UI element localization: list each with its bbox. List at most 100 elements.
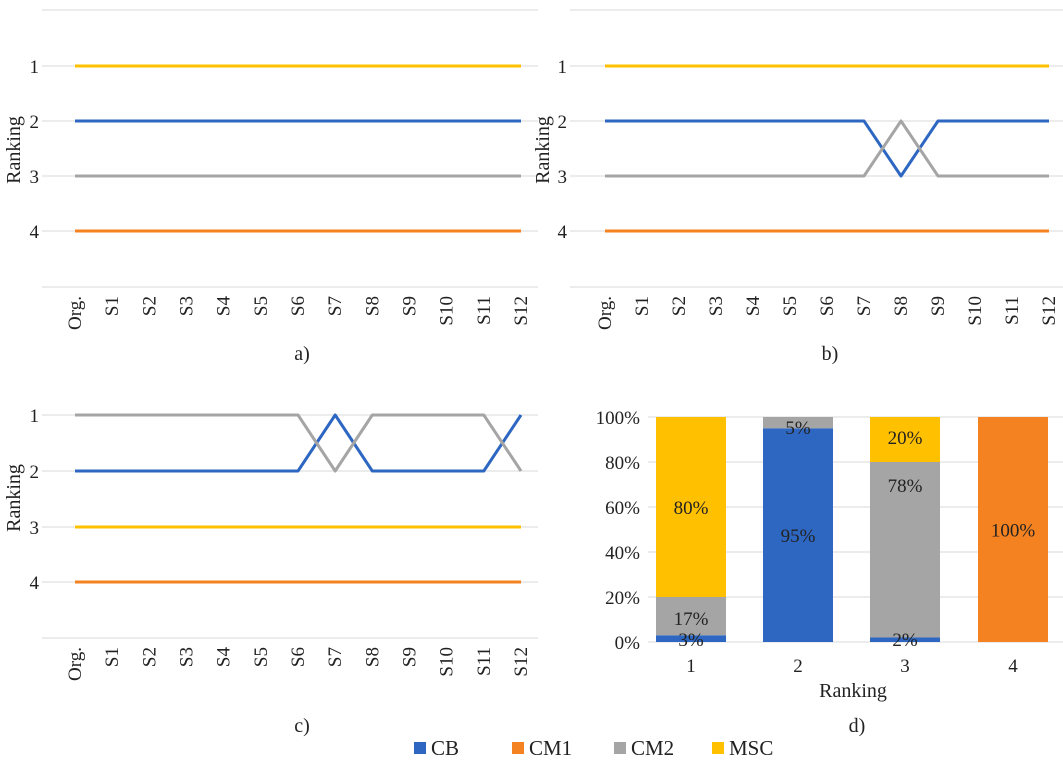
legend-label-msc: MSC — [729, 736, 773, 760]
data-label: 17% — [674, 609, 709, 630]
x-tick-label: Org. — [65, 647, 86, 681]
bar-segment-cm2 — [870, 462, 940, 638]
x-tick-label: 1 — [686, 656, 696, 677]
y-axis-title: Ranking — [532, 116, 554, 184]
x-tick-label: S12 — [511, 296, 532, 326]
x-tick-label: S6 — [288, 296, 309, 316]
y-tick-label: 20% — [605, 588, 640, 609]
x-tick-label: S2 — [139, 647, 160, 667]
y-tick-label: 4 — [30, 222, 40, 243]
y-tick-label: 4 — [558, 222, 568, 243]
x-tick-label: S1 — [102, 647, 123, 667]
series-line-cb — [605, 119, 1049, 178]
panel-caption: d) — [849, 715, 866, 737]
series-line-cm2 — [75, 413, 523, 473]
x-tick-label: S8 — [362, 296, 383, 316]
x-tick-label: S7 — [325, 296, 346, 316]
x-tick-label: S9 — [928, 296, 949, 316]
x-tick-label: S8 — [891, 296, 912, 316]
legend-swatch-cb — [414, 742, 426, 754]
panel-caption: b) — [822, 343, 839, 365]
x-tick-label: S10 — [437, 296, 458, 326]
y-tick-label: 3 — [30, 518, 40, 539]
data-label: 3% — [678, 630, 704, 651]
panel-d-stacked-bar-chart: 0% 20% 40% 60% 80% 100% 3%17% 80% 1 95% 5% 2 2% 78% 20… — [596, 408, 1063, 737]
legend-swatch-cm1 — [512, 742, 524, 754]
legend: CB CM1 CM2 MSC — [414, 736, 773, 760]
data-label: 100% — [991, 521, 1036, 542]
x-tick-label: S11 — [474, 296, 495, 325]
bar-segment-cm1 — [978, 417, 1048, 642]
y-tick-label: 60% — [605, 498, 640, 519]
series-line-cm2 — [605, 119, 1049, 178]
legend-label-cm2: CM2 — [631, 736, 674, 760]
series-line-cb — [75, 413, 523, 473]
y-tick-label: 40% — [605, 543, 640, 564]
y-tick-label: 0% — [615, 633, 641, 654]
y-tick-label: 1 — [30, 406, 40, 427]
data-label: 80% — [674, 498, 709, 519]
bar-segment-cb — [656, 635, 726, 642]
data-label: 5% — [785, 418, 811, 439]
bar-segment-cb — [763, 428, 833, 642]
x-tick-label: S4 — [214, 296, 235, 317]
x-tick-label: S2 — [139, 296, 160, 316]
x-tick-label: S4 — [743, 296, 764, 317]
x-tick-label: S3 — [177, 296, 198, 316]
x-tick-label: S8 — [362, 647, 383, 667]
x-tick-label: 4 — [1008, 656, 1018, 677]
data-label: 95% — [781, 526, 816, 547]
x-tick-label: Org. — [65, 296, 86, 330]
legend-label-cm1: CM1 — [529, 736, 572, 760]
data-label: 2% — [892, 630, 918, 651]
y-tick-label: 4 — [30, 573, 40, 594]
x-axis-title: Ranking — [819, 680, 887, 702]
legend-swatch-msc — [712, 742, 724, 754]
data-label: 78% — [888, 476, 923, 497]
panel-caption: c) — [294, 715, 310, 737]
x-tick-label: S12 — [511, 647, 532, 677]
bar-segment-msc — [870, 417, 940, 462]
y-tick-label: 2 — [558, 112, 568, 133]
x-tick-label: S10 — [965, 296, 986, 326]
x-tick-label: S3 — [706, 296, 727, 316]
y-tick-label: 80% — [605, 453, 640, 474]
x-tick-label: S7 — [854, 296, 875, 316]
y-tick-label: 2 — [30, 462, 40, 483]
y-axis-title: Ranking — [3, 116, 25, 184]
y-axis-title: Ranking — [3, 464, 25, 532]
x-tick-label: S1 — [632, 296, 653, 316]
x-tick-label: S9 — [400, 296, 421, 316]
y-tick-label: 3 — [30, 167, 40, 188]
legend-swatch-cm2 — [614, 742, 626, 754]
data-label: 20% — [888, 428, 923, 449]
x-tick-label: S1 — [102, 296, 123, 316]
x-tick-label: Org. — [595, 296, 616, 330]
x-tick-label: 2 — [793, 656, 803, 677]
y-tick-label: 1 — [30, 57, 40, 78]
y-tick-label: 2 — [30, 112, 40, 133]
panel-c-line-chart: 1 2 3 4 Ranking Org. S1 S2 S3 S4 S5 S6 S7 S8 S9 S10 S11 S… — [3, 406, 538, 737]
x-tick-label: S11 — [1002, 296, 1023, 325]
y-tick-label: 1 — [558, 57, 568, 78]
panel-b-line-chart: 1 2 3 4 Ranking Org. S1 S2 S3 S4 S5 S6 S7 S8 S9 S10 S11 S… — [532, 9, 1063, 365]
bar-segment-msc — [656, 417, 726, 597]
x-tick-label: S6 — [817, 296, 838, 316]
panel-caption: a) — [294, 343, 310, 365]
bar-segment-cm2 — [763, 417, 833, 429]
x-tick-label: S12 — [1039, 296, 1060, 326]
panel-a-line-chart: 1 2 3 4 Ranking Org. S1 S2 S3 S4 S5 S6 S7 S8 S9 S10 S11 S… — [3, 9, 538, 365]
x-tick-label: S7 — [325, 647, 346, 667]
x-tick-label: S11 — [474, 647, 495, 676]
x-tick-label: S5 — [780, 296, 801, 316]
y-tick-label: 3 — [558, 167, 568, 188]
bar-segment-cm2 — [656, 597, 726, 636]
x-tick-label: S5 — [251, 647, 272, 667]
x-tick-label: S4 — [214, 647, 235, 668]
x-tick-label: S10 — [437, 647, 458, 677]
y-tick-label: 100% — [596, 408, 641, 429]
x-tick-label: S2 — [669, 296, 690, 316]
x-tick-label: S5 — [251, 296, 272, 316]
x-tick-label: 3 — [900, 656, 910, 677]
